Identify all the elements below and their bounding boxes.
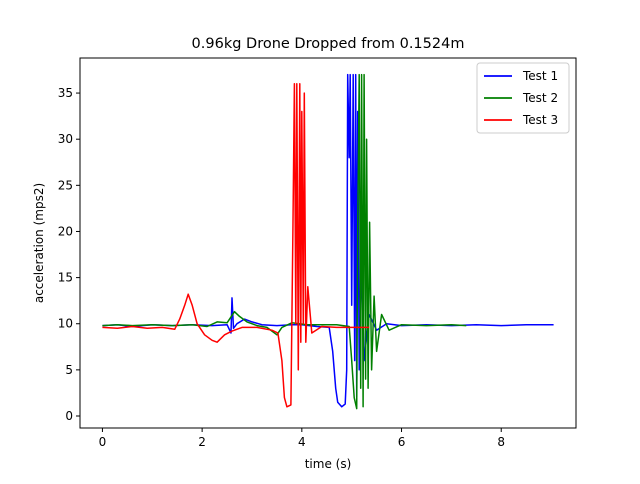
legend-box <box>476 62 570 134</box>
x-axis-label: time (s) <box>305 457 352 471</box>
x-axis: 0 2 4 6 8 <box>99 428 505 449</box>
series-line-test-2 <box>102 73 467 410</box>
x-tick-label: 2 <box>198 435 206 449</box>
y-axis-label: acceleration (mps2) <box>32 183 46 303</box>
y-axis: 0 5 10 15 20 25 30 35 <box>58 86 80 423</box>
y-tick-label: 5 <box>65 363 73 377</box>
chart-title: 0.96kg Drone Dropped from 0.1524m <box>192 36 465 52</box>
legend-label-test-3: Test 3 <box>522 113 558 127</box>
x-tick-label: 6 <box>398 435 406 449</box>
x-tick-label: 4 <box>298 435 306 449</box>
y-tick-label: 25 <box>58 178 73 192</box>
legend: Test 1 Test 2 Test 3 <box>476 62 570 134</box>
y-tick-label: 35 <box>58 86 73 100</box>
y-tick-label: 0 <box>65 409 73 423</box>
x-tick-label: 0 <box>99 435 107 449</box>
x-tick-label: 8 <box>497 435 505 449</box>
legend-label-test-1: Test 1 <box>522 69 558 83</box>
plot-frame <box>79 57 577 429</box>
y-tick-label: 10 <box>58 317 73 331</box>
y-tick-label: 15 <box>58 271 73 285</box>
legend-label-test-2: Test 2 <box>522 91 558 105</box>
plot-area <box>102 73 554 410</box>
y-tick-label: 20 <box>58 224 73 238</box>
y-tick-label: 30 <box>58 132 73 146</box>
series-line-test-3 <box>102 83 370 408</box>
legend-items: Test 1 Test 2 Test 3 <box>484 69 558 127</box>
